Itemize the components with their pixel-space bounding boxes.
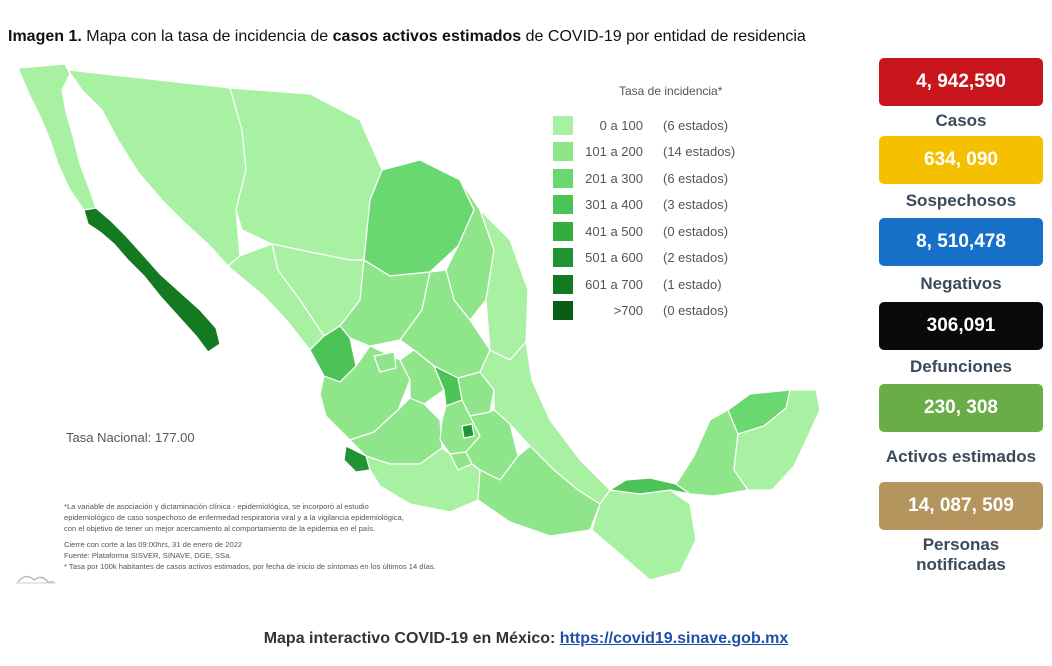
note-line: con el objetivo de tener un mejor acerca… [64, 523, 376, 533]
state-baja-california [17, 63, 97, 211]
stat-label: Negativos [920, 274, 1002, 293]
legend-item: 101 a 200 (14 estados) [553, 139, 773, 166]
legend-item: 401 a 500 (0 estados) [553, 218, 773, 245]
legend-count: (1 estado) [663, 276, 722, 292]
state-guerrero [365, 447, 481, 513]
stat-box: 230, 308 [879, 384, 1043, 432]
legend-swatch [553, 115, 573, 135]
legend-title: Tasa de incidencia* [619, 84, 723, 98]
legend-count: (14 estados) [663, 144, 736, 160]
stat-label: Personas notificadas [916, 535, 1006, 574]
legend-swatch [553, 195, 573, 215]
legend-item: 601 a 700 (1 estado) [553, 271, 773, 298]
state-quintana-roo [733, 389, 821, 491]
legend-item: >700 (0 estados) [553, 298, 773, 325]
legend-range: 0 a 100 [599, 117, 643, 133]
legend-range: 501 a 600 [585, 250, 643, 266]
legend-swatch [553, 142, 573, 162]
state-chihuahua [229, 87, 383, 261]
legend-item: 201 a 300 (6 estados) [553, 165, 773, 192]
stat-box: 634, 090 [879, 136, 1043, 184]
legend: Tasa de incidencia* 0 a 100 (6 estados) 10… [553, 84, 773, 324]
legend-item: 501 a 600 (2 estados) [553, 245, 773, 272]
state-coahuila [363, 159, 475, 277]
map-svg [17, 63, 821, 581]
legend-swatch [553, 248, 573, 268]
state-zacatecas [339, 259, 431, 347]
logo-icon [16, 575, 56, 584]
note-line: Fuente: Plataforma SISVER, SINAVE, DGE, … [64, 551, 232, 561]
stat-box: 306,091 [879, 302, 1043, 350]
title-part2: de COVID-19 por entidad de residencia [525, 28, 806, 45]
legend-count: (0 estados) [663, 223, 729, 239]
stat-label: Sospechosos [905, 191, 1017, 210]
legend-range: 201 a 300 [585, 170, 643, 186]
legend-swatch [553, 221, 573, 241]
stat-label: Activos estimados [885, 447, 1037, 466]
state-baja-california-sur [83, 207, 221, 353]
legend-range: 301 a 400 [585, 197, 643, 213]
note-line: *La variable de asociación y dictaminaci… [64, 502, 369, 511]
legend-count: (6 estados) [663, 170, 729, 186]
legend-item: 301 a 400 (3 estados) [553, 192, 773, 219]
footer: Mapa interactivo COVID-19 en México: htt… [0, 630, 1052, 648]
state-guanajuato [399, 349, 445, 405]
stat-box: 8, 510,478 [879, 218, 1043, 266]
legend-count: (2 estados) [663, 250, 729, 266]
legend-range: 101 a 200 [585, 144, 643, 160]
stats-panel: 4, 942,590 Casos 634, 090 Sospechosos 8, 510… [876, 58, 1046, 580]
footer-text: Mapa interactivo COVID-19 en México: [263, 630, 556, 647]
title-part1: Mapa con la tasa de incidencia de [86, 28, 329, 45]
legend-range: 401 a 500 [585, 223, 643, 239]
stat-label: Defunciones [909, 357, 1013, 376]
footnotes: *La variable de asociación y dictaminaci… [64, 502, 534, 573]
stat-label: Casos [935, 111, 987, 130]
legend-range: >700 [613, 303, 643, 319]
legend-count: (3 estados) [663, 197, 729, 213]
footer-link[interactable]: https://covid19.sinave.gob.mx [559, 630, 789, 647]
note-line: epidemiológico de caso sospechoso de enf… [64, 512, 404, 522]
legend-range: 601 a 700 [585, 276, 643, 292]
legend-count: (0 estados) [663, 303, 729, 319]
state-cdmx [461, 423, 475, 439]
state-sonora [67, 69, 247, 267]
stat-box: 4, 942,590 [879, 58, 1043, 106]
legend-swatch [553, 168, 573, 188]
note-line: Cierre con corte a las 09:00hrs, 31 de e… [64, 540, 243, 550]
page-title: Imagen 1. Mapa con la tasa de incidencia… [8, 28, 806, 46]
title-prefix: Imagen 1. [8, 28, 82, 45]
title-bold: casos activos estimados [332, 28, 522, 45]
state-aguascalientes [373, 351, 397, 373]
note-line: * Tasa por 100k habitantes de casos acti… [64, 561, 436, 571]
state-chiapas [591, 489, 697, 581]
stat-box: 14, 087, 509 [879, 482, 1043, 530]
state-oaxaca [477, 445, 601, 537]
legend-swatch [553, 301, 573, 321]
legend-item: 0 a 100 (6 estados) [553, 112, 773, 139]
legend-count: (6 estados) [663, 117, 729, 133]
state-colima [343, 445, 371, 473]
legend-swatch [553, 274, 573, 294]
mexico-map[interactable] [10, 60, 860, 600]
tasa-nacional: Tasa Nacional: 177.00 [66, 430, 195, 445]
